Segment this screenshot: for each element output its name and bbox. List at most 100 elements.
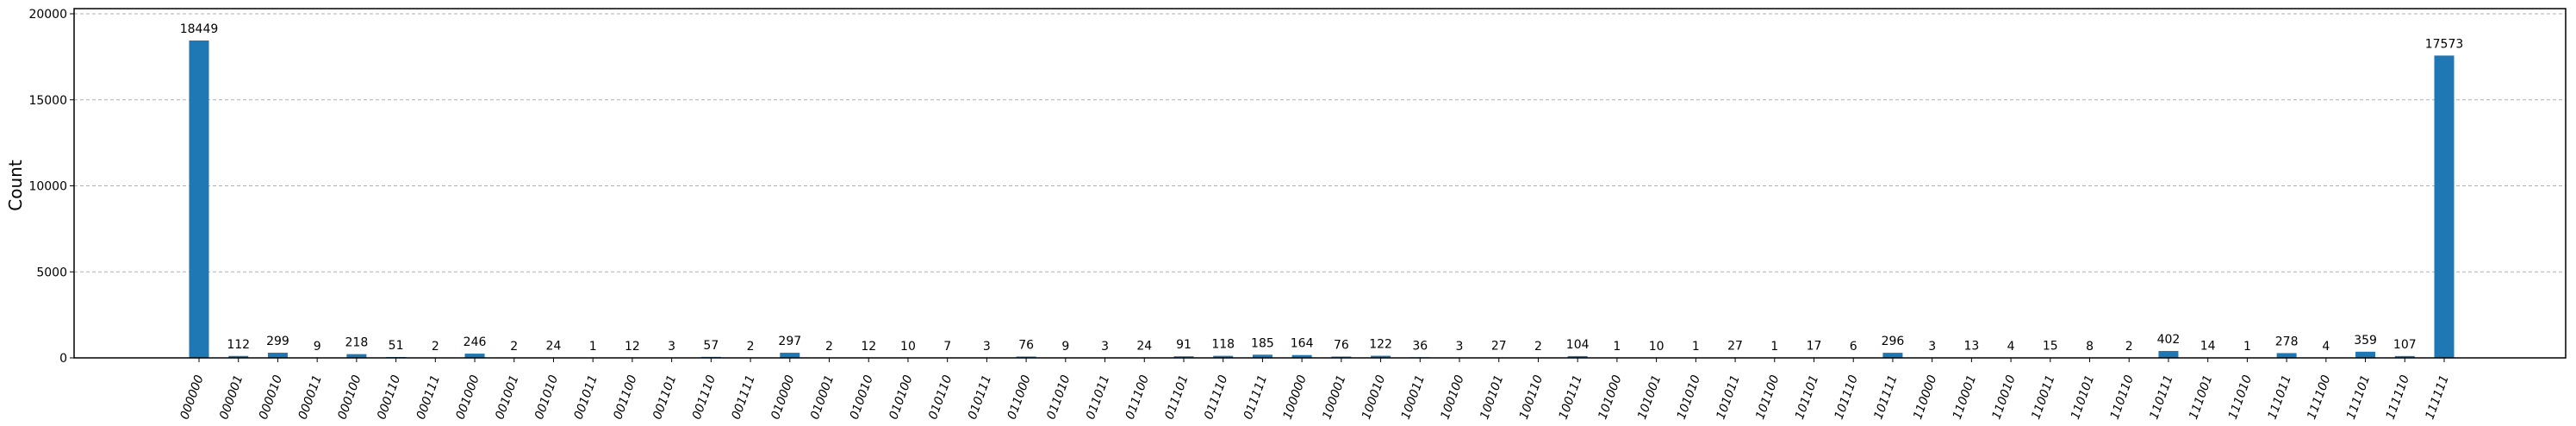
value-label: 296 — [1882, 335, 1905, 348]
x-tick-label: 111101 — [2344, 373, 2373, 422]
bar-000000 — [190, 41, 209, 358]
x-tick-label: 100111 — [1557, 373, 1585, 422]
x-tick-label: 001001 — [493, 373, 521, 422]
value-label: 6 — [1850, 340, 1857, 354]
value-label: 8 — [2086, 340, 2094, 354]
value-label: 3 — [1101, 340, 1109, 354]
value-label: 14 — [2200, 340, 2216, 354]
x-tick-label: 010001 — [808, 373, 837, 422]
value-label: 7 — [943, 340, 951, 354]
value-label: 246 — [464, 335, 487, 349]
x-tick-label: 110000 — [1911, 373, 1939, 422]
bar-111101 — [2355, 352, 2375, 358]
value-label: 76 — [1018, 338, 1034, 352]
value-label: 17573 — [2425, 37, 2464, 51]
value-label: 4 — [2322, 340, 2330, 354]
x-tick-label: 001101 — [650, 373, 679, 422]
value-label: 1 — [1770, 340, 1778, 354]
value-label: 10 — [900, 340, 916, 354]
value-label: 299 — [266, 335, 289, 348]
value-label: 57 — [703, 339, 719, 353]
value-label: 2 — [432, 340, 439, 354]
x-tick-label: 000111 — [414, 373, 443, 422]
x-tick-label: 110110 — [2108, 373, 2137, 422]
value-label: 2 — [1534, 340, 1542, 354]
y-tick-label: 15000 — [28, 94, 67, 108]
value-label: 278 — [2275, 335, 2299, 348]
value-label: 10 — [1649, 340, 1664, 354]
bar-101111 — [1882, 353, 1902, 358]
x-tick-label: 000100 — [335, 373, 364, 422]
value-label: 17 — [1807, 340, 1822, 354]
value-label: 218 — [345, 336, 369, 350]
value-label: 3 — [983, 340, 991, 354]
value-label: 15 — [2043, 340, 2058, 354]
x-tick-label: 100001 — [1320, 373, 1348, 422]
value-label: 2 — [747, 340, 755, 354]
value-label: 2 — [825, 340, 833, 354]
x-tick-label: 000010 — [257, 373, 285, 422]
x-tick-label: 111010 — [2226, 373, 2255, 422]
value-label: 2 — [510, 340, 518, 354]
x-tick-label: 000001 — [217, 373, 246, 422]
y-tick-label: 0 — [59, 352, 67, 366]
value-label: 1 — [1692, 340, 1700, 354]
value-label: 12 — [625, 340, 640, 354]
bar-010000 — [780, 353, 800, 358]
y-tick-label: 10000 — [28, 180, 67, 194]
x-tick-label: 010100 — [887, 373, 915, 422]
value-label: 12 — [861, 340, 876, 354]
x-tick-label: 101000 — [1596, 373, 1624, 422]
x-tick-label: 000011 — [296, 373, 325, 422]
x-tick-label: 001111 — [730, 373, 758, 422]
x-tick-label: 011110 — [1202, 373, 1230, 422]
value-label: 122 — [1369, 338, 1392, 352]
value-label: 9 — [1061, 340, 1069, 354]
value-label: 1 — [1613, 340, 1621, 354]
x-tick-label: 001110 — [690, 373, 719, 422]
bars — [190, 41, 2455, 358]
value-label: 76 — [1334, 338, 1349, 352]
x-tick-label: 101101 — [1793, 373, 1821, 422]
value-label: 118 — [1211, 338, 1235, 352]
gridlines — [74, 14, 2566, 358]
bar-000010 — [268, 353, 288, 358]
x-tick-label: 100011 — [1399, 373, 1428, 422]
x-tick-label: 111001 — [2187, 373, 2215, 422]
value-label: 3 — [1928, 340, 1936, 354]
value-label: 24 — [546, 340, 562, 354]
value-label: 24 — [1136, 340, 1152, 354]
x-tick-label: 010110 — [926, 373, 955, 422]
x-tick-label: 101011 — [1714, 373, 1742, 422]
x-tick-label: 101111 — [1871, 373, 1900, 422]
value-label: 402 — [2157, 333, 2181, 347]
x-tick-label: 100100 — [1438, 373, 1466, 422]
value-label: 18449 — [180, 22, 219, 36]
plot-frame — [74, 9, 2566, 358]
x-tick-label: 011000 — [1005, 373, 1034, 422]
x-tick-label: 110111 — [2147, 373, 2175, 422]
value-label: 164 — [1291, 337, 1314, 351]
x-tick-label: 101010 — [1675, 373, 1703, 422]
value-label: 3 — [1456, 340, 1464, 354]
x-tick-label: 110011 — [2029, 373, 2057, 422]
value-label: 185 — [1251, 336, 1274, 350]
x-tick-label: 101100 — [1753, 373, 1782, 422]
x-tick-label: 111100 — [2305, 373, 2333, 422]
x-tick-label: 110001 — [1951, 373, 1979, 422]
value-label: 9 — [314, 340, 321, 354]
value-label: 112 — [227, 338, 250, 352]
value-label: 13 — [1963, 340, 1979, 354]
x-tick-label: 001100 — [611, 373, 639, 422]
x-tick-label: 010111 — [966, 373, 994, 422]
bar-111111 — [2435, 55, 2455, 358]
x-tick-label: 100010 — [1360, 373, 1388, 422]
value-label: 91 — [1176, 338, 1192, 352]
x-tick-label: 101110 — [1832, 373, 1861, 422]
value-label: 297 — [778, 335, 801, 348]
value-label: 3 — [668, 340, 675, 354]
x-tick-label: 010000 — [768, 373, 797, 422]
